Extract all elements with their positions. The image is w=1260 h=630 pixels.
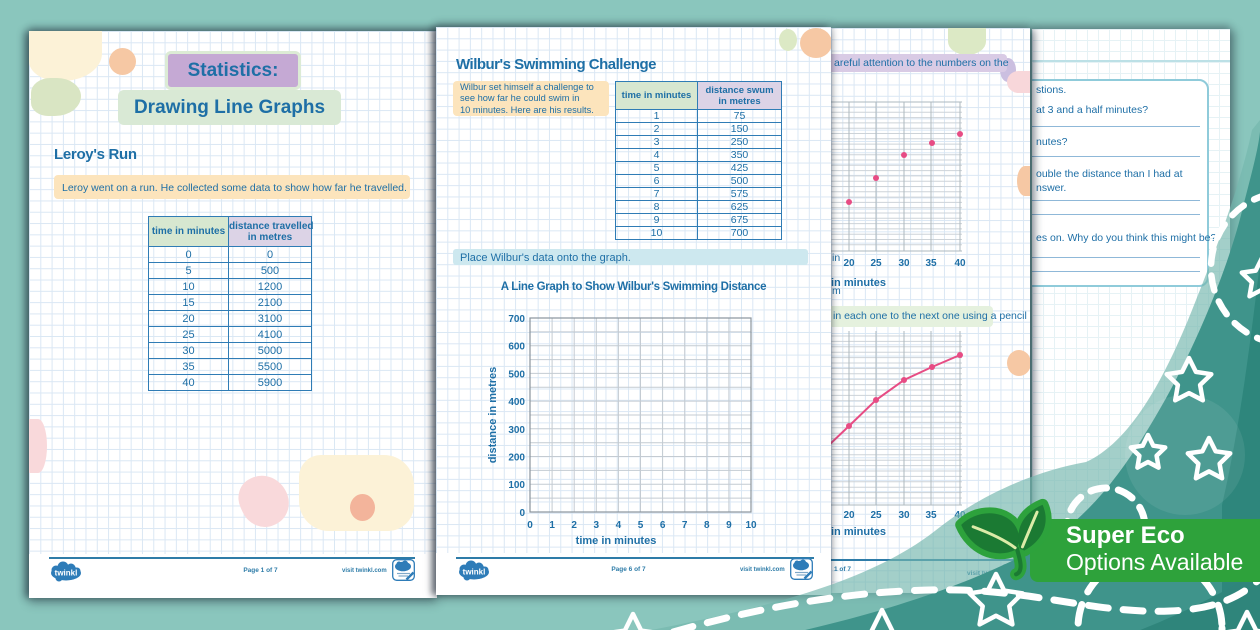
svg-text:0: 0 [527,520,533,531]
svg-text:twinkl: twinkl [463,568,486,577]
svg-text:35: 35 [925,510,937,521]
svg-text:3: 3 [594,520,600,531]
svg-text:600: 600 [508,342,525,353]
svg-text:0: 0 [519,508,525,519]
svg-text:20: 20 [843,510,855,521]
svg-text:700: 700 [508,314,525,325]
svg-text:distance in metres: distance in metres [487,367,499,464]
svg-text:4: 4 [616,520,622,531]
svg-text:10: 10 [745,520,757,531]
svg-text:9: 9 [726,520,732,531]
svg-text:300: 300 [508,425,525,436]
svg-text:30: 30 [898,510,910,521]
svg-text:6: 6 [660,520,666,531]
svg-text:200: 200 [508,453,525,464]
svg-text:500: 500 [508,369,525,380]
svg-text:7: 7 [682,520,688,531]
svg-text:100: 100 [508,480,525,491]
svg-text:1: 1 [549,520,555,531]
svg-text:40: 40 [954,258,966,269]
svg-text:in minutes: in minutes [831,277,886,289]
svg-text:5: 5 [638,520,644,531]
svg-text:2: 2 [571,520,577,531]
svg-text:35: 35 [925,258,937,269]
svg-text:30: 30 [898,258,910,269]
svg-text:8: 8 [704,520,710,531]
svg-text:25: 25 [870,510,882,521]
svg-text:400: 400 [508,397,525,408]
svg-text:twinkl: twinkl [55,569,78,578]
svg-text:in minutes: in minutes [831,526,886,538]
svg-text:20: 20 [843,258,855,269]
svg-text:25: 25 [870,258,882,269]
svg-text:time in minutes: time in minutes [576,535,657,547]
